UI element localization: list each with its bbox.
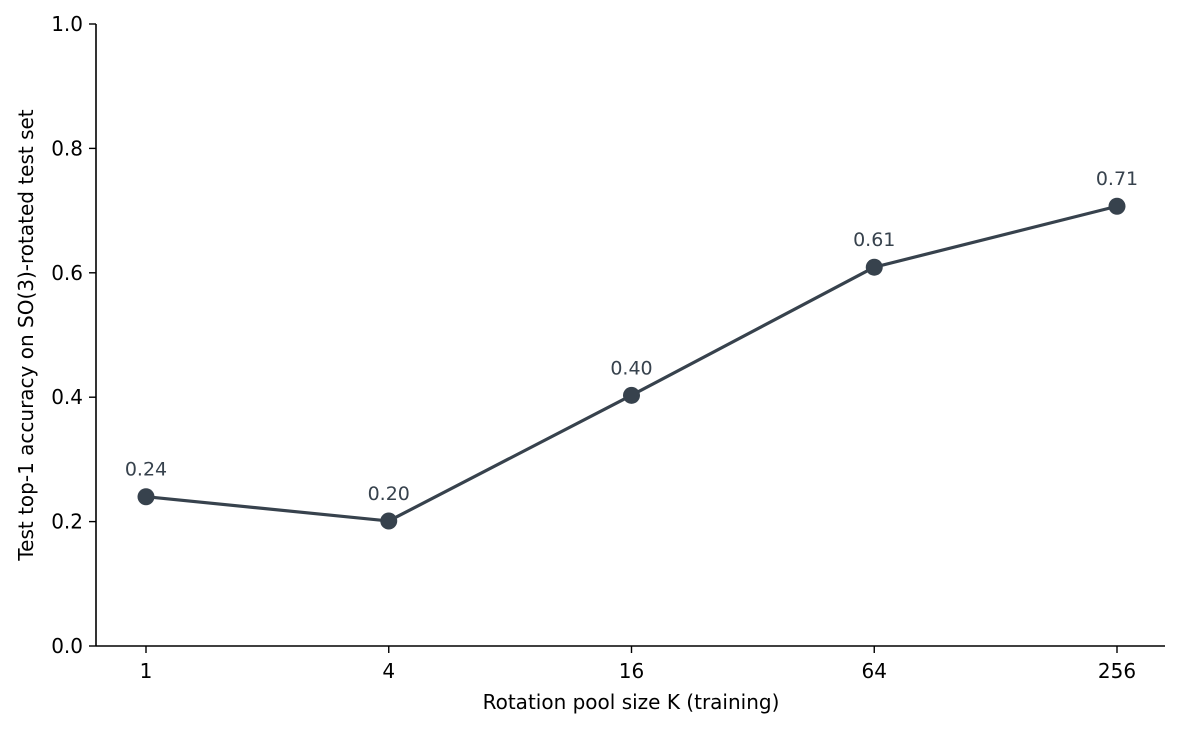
data-label: 0.20 <box>368 483 410 505</box>
y-tick-label: 0.6 <box>51 261 83 285</box>
x-tick-label: 256 <box>1098 659 1136 683</box>
y-tick-label: 0.4 <box>51 385 83 409</box>
x-tick-label: 4 <box>382 659 395 683</box>
data-point <box>380 512 398 530</box>
x-tick-label: 16 <box>619 659 644 683</box>
x-tick-label: 64 <box>862 659 887 683</box>
axes: 0.0 0.2 0.4 0.6 0.8 1.0 1 4 16 64 256 <box>51 12 1165 683</box>
data-label: 0.40 <box>610 357 652 379</box>
data-point <box>1108 197 1126 215</box>
y-tick-label: 0.8 <box>51 136 83 160</box>
y-tick-label: 1.0 <box>51 12 83 36</box>
data-label: 0.24 <box>125 459 167 481</box>
x-axis-label: Rotation pool size K (training) <box>483 690 780 714</box>
data-point <box>865 258 883 276</box>
x-tick-label: 1 <box>140 659 153 683</box>
y-axis-label: Test top-1 accuracy on SO(3)-rotated tes… <box>14 109 38 561</box>
data-point <box>623 386 640 404</box>
data-label: 0.71 <box>1096 168 1138 190</box>
data-point <box>137 488 155 506</box>
data-label: 0.61 <box>853 229 895 251</box>
y-tick-label: 0.2 <box>51 510 83 534</box>
series-layer: 0.24 0.20 0.40 0.61 0.71 <box>125 168 1138 530</box>
y-tick-label: 0.0 <box>51 634 83 658</box>
